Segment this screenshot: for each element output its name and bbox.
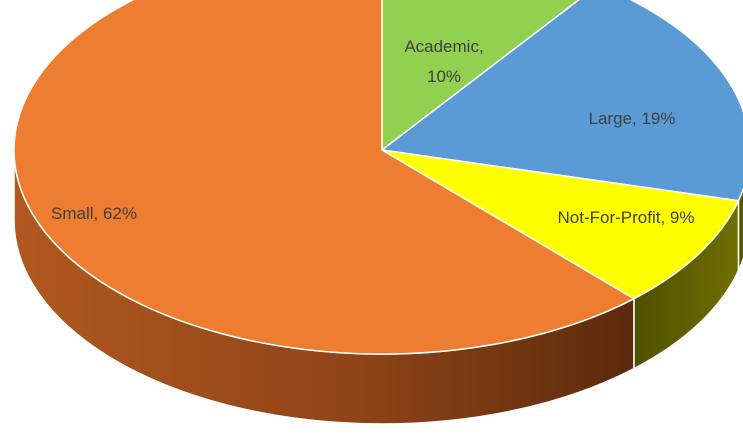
pie-slice-not-for-profit — [381, 149, 740, 300]
pie-slice-large — [380, 0, 743, 202]
slice-label-academic: Academic, 10% — [404, 37, 483, 86]
slice-label-not-for-profit: Not-For-Profit, 9% — [558, 208, 695, 227]
slice-label-large: Large, 19% — [589, 109, 676, 128]
pie-slice-small — [13, 0, 636, 355]
slice-label-small: Small, 62% — [51, 204, 137, 223]
